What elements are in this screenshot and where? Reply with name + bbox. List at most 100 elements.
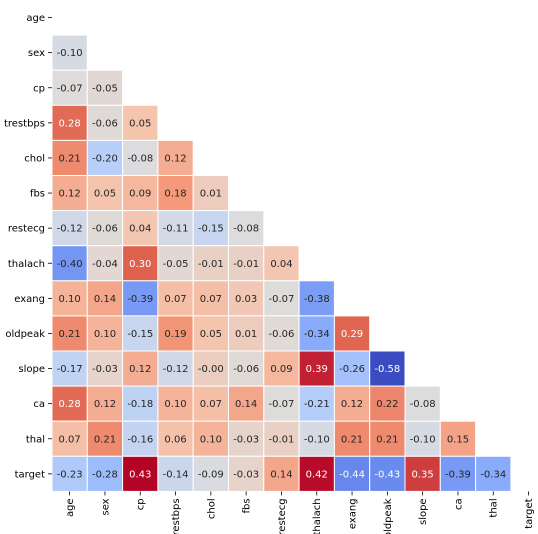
y-tick-label-chol: chol (24, 153, 45, 164)
cell-value-label-exang-fbs: 0.03 (235, 294, 257, 305)
y-tick-label-trestbps: trestbps (4, 118, 45, 129)
cell-value-label-ca-restecg: -0.07 (269, 399, 295, 410)
cell-value-label-ca-slope: -0.08 (410, 399, 436, 410)
cell-value-label-oldpeak-exang: 0.29 (341, 329, 363, 340)
heatmap-cell-slope-fbs (228, 350, 265, 387)
cell-value-label-ca-fbs: 0.14 (235, 399, 257, 410)
cell-value-label-slope-sex: -0.03 (92, 364, 118, 375)
heatmap-cell-oldpeak-exang (333, 315, 371, 352)
heatmap-cell-trestbps-cp (122, 104, 159, 141)
x-tick-label-thalach: thalach (312, 498, 323, 534)
heatmap-cell-oldpeak-fbs (228, 315, 265, 352)
cell-value-label-thalach-chol: -0.01 (198, 259, 224, 270)
y-tick-label-slope: slope (18, 364, 45, 375)
cell-value-label-oldpeak-sex: 0.10 (94, 329, 116, 340)
x-tick-label-slope: slope (418, 498, 429, 525)
cell-value-label-exang-restecg: -0.07 (269, 294, 295, 305)
heatmap-cell-exang-thalach (298, 280, 335, 317)
cell-value-label-exang-sex: 0.14 (94, 294, 116, 305)
cell-value-label-slope-chol: -0.00 (198, 364, 224, 375)
heatmap-cell-thalach-fbs (228, 245, 265, 282)
heatmap-cell-target-slope (404, 455, 441, 492)
y-tick-label-thalach: thalach (8, 259, 45, 270)
cell-value-label-thalach-fbs: -0.01 (233, 259, 259, 270)
cell-value-label-oldpeak-chol: 0.05 (200, 329, 222, 340)
heatmap-cell-restecg-trestbps (157, 210, 194, 247)
cell-value-label-thal-cp: -0.16 (127, 434, 153, 445)
cell-value-label-thalach-trestbps: -0.05 (163, 259, 189, 270)
heatmap-cell-exang-cp (122, 280, 159, 317)
y-tick-label-target: target (15, 469, 45, 480)
cell-value-label-chol-age: 0.21 (59, 153, 81, 164)
heatmap-cell-slope-age (51, 350, 88, 387)
cell-value-label-thal-fbs: -0.03 (233, 434, 259, 445)
heatmap-cell-target-exang (333, 455, 371, 492)
cell-value-label-restecg-age: -0.12 (57, 224, 83, 235)
heatmap-cell-fbs-trestbps (157, 175, 194, 212)
heatmap-cell-cp-age (51, 69, 88, 106)
y-tick-label-oldpeak: oldpeak (5, 329, 45, 340)
cell-value-label-oldpeak-fbs: 0.01 (235, 329, 257, 340)
y-tick-label-fbs: fbs (30, 189, 45, 200)
cell-value-label-restecg-trestbps: -0.11 (163, 224, 189, 235)
cell-value-label-trestbps-sex: -0.06 (92, 118, 118, 129)
y-tick-label-ca: ca (33, 399, 45, 410)
cell-value-label-thal-chol: 0.10 (200, 434, 222, 445)
heatmap-cell-thal-sex (86, 420, 124, 457)
heatmap-cell-slope-thalach (298, 350, 335, 387)
cell-value-label-ca-thalach: -0.21 (304, 399, 330, 410)
x-tick-label-oldpeak: oldpeak (383, 498, 394, 534)
cell-value-label-oldpeak-restecg: -0.06 (269, 329, 295, 340)
cell-value-label-fbs-trestbps: 0.18 (164, 189, 186, 200)
cell-value-label-fbs-age: 0.12 (59, 189, 81, 200)
heatmap-cell-ca-age (51, 385, 88, 422)
cell-value-label-restecg-fbs: -0.08 (233, 224, 259, 235)
heatmap-cell-slope-chol (192, 350, 229, 387)
x-tick-label-sex: sex (100, 498, 111, 515)
cell-value-label-slope-cp: 0.12 (129, 364, 151, 375)
heatmap-cell-oldpeak-age (51, 315, 88, 352)
heatmap-cell-chol-sex (86, 139, 124, 176)
x-tick-label-thal: thal (489, 498, 500, 517)
heatmap-cell-thalach-sex (86, 245, 124, 282)
x-tick-label-target: target (524, 498, 535, 528)
heatmap-cell-ca-exang (333, 385, 371, 422)
cell-value-label-target-thal: -0.34 (480, 469, 506, 480)
heatmap-cell-exang-age (51, 280, 88, 317)
heatmap-cell-target-trestbps (157, 455, 194, 492)
heatmap-cell-restecg-fbs (228, 210, 265, 247)
cell-value-label-target-sex: -0.28 (92, 469, 118, 480)
y-axis-tick-labels: age sex cp trestbps chol fbs restecg thalach exa… (4, 13, 52, 480)
cell-value-label-target-trestbps: -0.14 (163, 469, 189, 480)
cell-value-label-thalach-restecg: 0.04 (270, 259, 292, 270)
cell-value-label-thal-exang: 0.21 (341, 434, 363, 445)
heatmap-cell-ca-trestbps (157, 385, 194, 422)
cell-value-label-thal-slope: -0.10 (410, 434, 436, 445)
heatmap-cell-thal-restecg (263, 420, 300, 457)
cell-value-label-target-age: -0.23 (57, 469, 83, 480)
cell-value-label-chol-sex: -0.20 (92, 153, 118, 164)
x-tick-label-chol: chol (206, 498, 217, 519)
y-tick-label-restecg: restecg (8, 224, 45, 235)
heatmap-cell-thal-ca (439, 420, 477, 457)
cell-value-label-exang-chol: 0.07 (200, 294, 222, 305)
cell-value-label-ca-exang: 0.12 (341, 399, 363, 410)
cell-value-label-restecg-cp: 0.04 (129, 224, 151, 235)
cell-value-label-thalach-cp: 0.30 (129, 259, 151, 270)
y-tick-label-sex: sex (28, 48, 45, 59)
heatmap-cell-slope-exang (333, 350, 371, 387)
cell-value-label-thalach-age: -0.40 (57, 259, 83, 270)
heatmap-cell-fbs-sex (86, 175, 124, 212)
heatmap-cell-ca-slope (404, 385, 441, 422)
heatmap-cell-target-oldpeak (369, 455, 406, 492)
heatmap-cell-slope-cp (122, 350, 159, 387)
cell-value-label-chol-cp: -0.08 (127, 153, 153, 164)
heatmap-cell-thal-fbs (228, 420, 265, 457)
heatmap-cell-thal-age (51, 420, 88, 457)
heatmap-cell-slope-oldpeak (369, 350, 406, 387)
cell-value-label-ca-oldpeak: 0.22 (376, 399, 398, 410)
cell-value-label-slope-trestbps: -0.12 (163, 364, 189, 375)
cell-value-label-slope-thalach: 0.39 (306, 364, 328, 375)
heatmap-cell-restecg-sex (86, 210, 124, 247)
heatmap-cell-thal-thalach (298, 420, 335, 457)
